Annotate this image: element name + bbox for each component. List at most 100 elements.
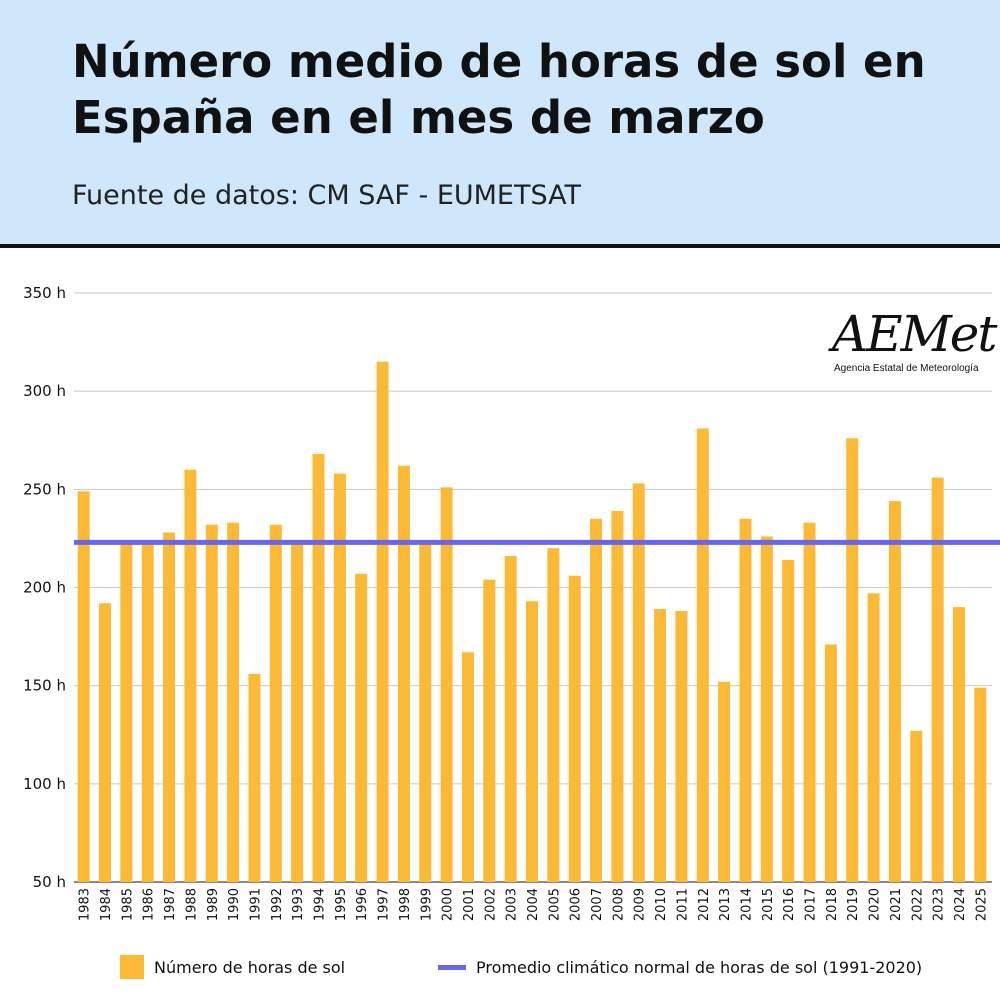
bar-2019: [846, 438, 859, 882]
y-axis-ticks: 50 h 100 h 150 h 200 h 250 h 300 h 350 h: [23, 284, 66, 891]
bar-2025: [974, 687, 987, 882]
bar-1998: [397, 465, 410, 882]
aemet-logo-mark: AEMet: [832, 305, 997, 363]
x-tick-label: 2016: [782, 888, 797, 921]
x-tick-label: 1996: [355, 888, 370, 921]
x-tick-label: 2006: [569, 888, 584, 921]
x-tick-label: 2001: [462, 888, 477, 921]
bar-1984: [99, 603, 112, 882]
y-tick-label: 200 h: [23, 579, 66, 597]
bar-1997: [376, 361, 389, 882]
bar-1988: [184, 469, 197, 882]
bar-1990: [227, 522, 240, 882]
header-divider: [0, 244, 1000, 248]
bar-1983: [77, 491, 90, 882]
y-tick-label: 100 h: [23, 775, 66, 793]
x-tick-label: 2014: [739, 888, 754, 921]
x-tick-label: 2023: [932, 888, 947, 921]
bar-2008: [611, 510, 624, 882]
bar-2013: [718, 681, 731, 882]
y-tick-label: 300 h: [23, 382, 66, 400]
bar-1985: [120, 544, 133, 882]
x-tick-label: 2010: [654, 888, 669, 921]
x-tick-label: 2025: [974, 888, 989, 921]
bar-2014: [739, 518, 752, 882]
x-tick-label: 1989: [206, 888, 221, 921]
legend-swatch-line: [438, 964, 466, 970]
x-tick-label: 2022: [910, 888, 925, 921]
x-tick-label: 1998: [398, 888, 413, 921]
legend-item-normal: Promedio climático normal de horas de so…: [438, 952, 922, 982]
data-source-subtitle: Fuente de datos: CM SAF - EUMETSAT: [72, 180, 581, 211]
legend-item-bars: Número de horas de sol: [120, 952, 345, 982]
bar-1996: [355, 573, 368, 882]
x-tick-label: 2012: [697, 888, 712, 921]
bar-1992: [269, 524, 282, 882]
bar-2023: [931, 477, 944, 882]
x-tick-label: 2015: [761, 888, 776, 921]
x-tick-label: 1992: [270, 888, 285, 921]
bar-1993: [291, 544, 304, 882]
bar-2022: [910, 730, 923, 882]
x-tick-label: 2009: [633, 888, 648, 921]
bar-2004: [526, 601, 538, 882]
x-tick-label: 2019: [846, 888, 861, 921]
bar-2018: [824, 644, 837, 882]
x-tick-label: 2017: [804, 888, 819, 921]
chart-legend: Número de horas de sol Promedio climátic…: [0, 952, 1000, 982]
bar-1986: [141, 544, 154, 882]
x-tick-label: 2007: [590, 888, 605, 921]
bar-2005: [547, 548, 560, 882]
x-tick-label: 2021: [889, 888, 904, 921]
x-tick-label: 2013: [718, 888, 733, 921]
bar-2015: [760, 536, 773, 882]
x-tick-label: 2011: [675, 888, 690, 921]
bars: [77, 361, 987, 882]
legend-label-bars: Número de horas de sol: [154, 957, 346, 977]
bar-1991: [248, 673, 261, 882]
x-tick-label: 1988: [184, 888, 199, 921]
bar-1999: [419, 544, 432, 882]
bar-2012: [696, 428, 709, 882]
bar-2001: [461, 652, 474, 882]
legend-label-normal: Promedio climático normal de horas de so…: [476, 957, 923, 977]
bar-2021: [888, 501, 901, 882]
aemet-logo-text: Agencia Estatal de Meteorología: [834, 363, 979, 374]
bar-2016: [782, 560, 795, 882]
x-tick-label: 1987: [163, 888, 178, 921]
bar-2017: [803, 522, 816, 882]
x-tick-label: 2002: [483, 888, 498, 921]
bar-2009: [632, 483, 645, 882]
x-tick-label: 2024: [953, 888, 968, 921]
bar-1989: [205, 524, 218, 882]
x-tick-label: 1997: [377, 888, 392, 921]
x-tick-label: 2003: [505, 888, 520, 921]
header-banner: [0, 0, 1000, 244]
x-tick-label: 1999: [419, 888, 434, 921]
y-tick-label: 350 h: [23, 284, 66, 302]
bar-2002: [483, 579, 496, 882]
legend-swatch-bar: [120, 955, 144, 979]
x-tick-label: 2020: [868, 888, 883, 921]
bar-2024: [952, 607, 965, 882]
bar-2011: [675, 611, 688, 882]
bar-2020: [867, 593, 880, 882]
bar-1995: [333, 473, 346, 882]
x-tick-label: 1991: [248, 888, 263, 921]
x-tick-label: 2000: [441, 888, 456, 921]
y-tick-label: 50 h: [33, 873, 66, 891]
x-tick-label: 1983: [78, 888, 93, 921]
x-tick-label: 1985: [120, 888, 135, 921]
bar-2007: [590, 518, 603, 882]
page-title: Número medio de horas de sol en España e…: [72, 35, 926, 144]
bar-2006: [568, 575, 581, 882]
x-axis-ticks: 1983 1984 1985 1986 1987 1988 1989 1990 1991 1992…: [78, 888, 990, 921]
x-tick-label: 1995: [334, 888, 349, 921]
x-tick-label: 1990: [227, 888, 242, 921]
bar-1987: [163, 532, 176, 882]
x-tick-label: 1994: [313, 888, 328, 921]
bar-2010: [654, 609, 667, 882]
x-tick-label: 1986: [142, 888, 157, 921]
y-tick-label: 150 h: [23, 677, 66, 695]
